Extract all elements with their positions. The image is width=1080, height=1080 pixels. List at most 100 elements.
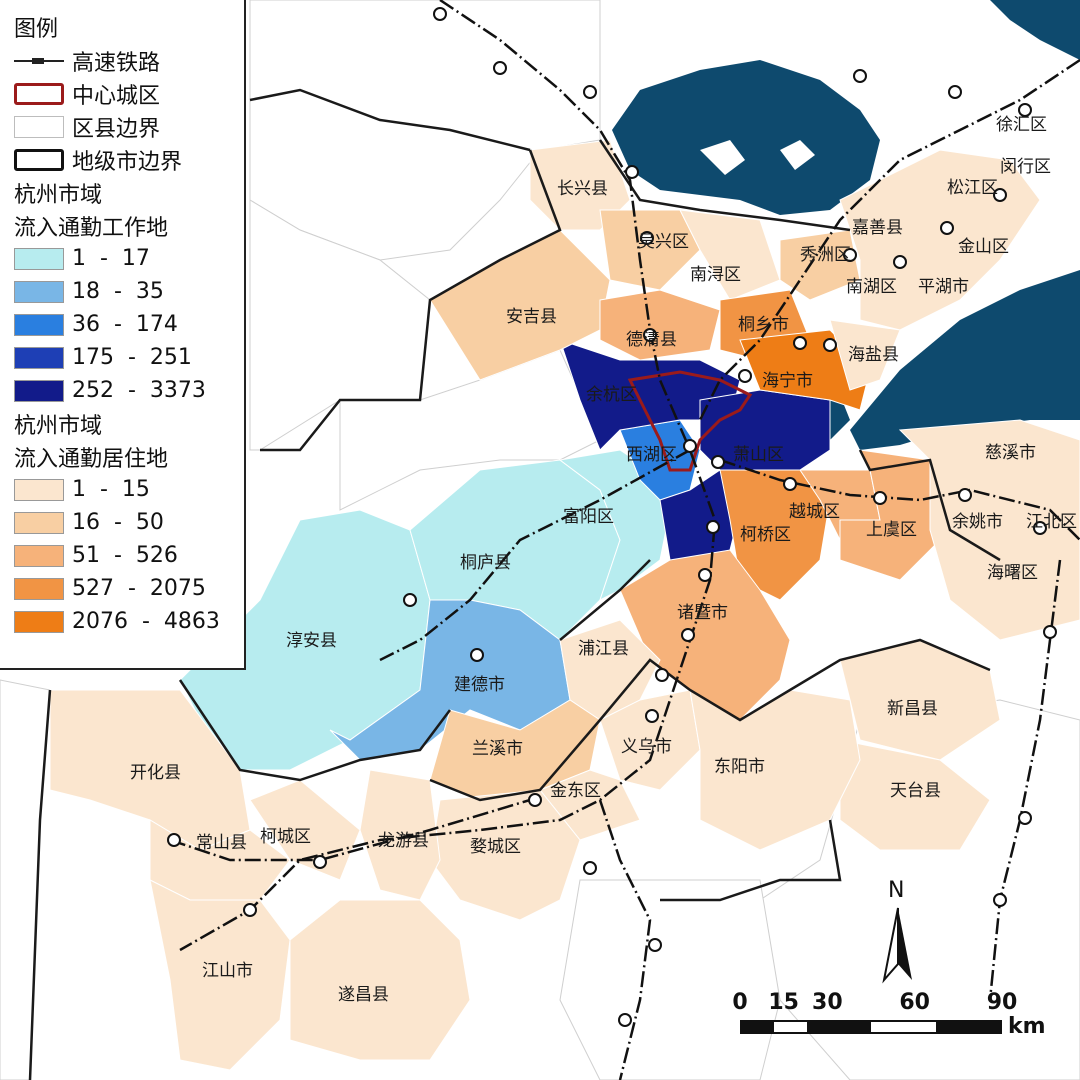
home-swatch-icon — [14, 478, 64, 501]
label-tongxiang: 桐乡市 — [738, 315, 789, 335]
label-deqing: 德清县 — [626, 330, 677, 350]
place-labels: 徐汇区 闵行区 松江区 长兴县 嘉善县 吴兴区 秀洲区 金山区 南浔区 南湖区 … — [130, 115, 1077, 1005]
legend-rail-label: 高速铁路 — [72, 50, 161, 76]
label-yuecheng: 越城区 — [789, 502, 840, 522]
label-changshan: 常山县 — [196, 833, 247, 853]
area-jiande — [329, 599, 571, 761]
home-swatch-icon — [14, 511, 64, 534]
legend-item-rail: 高速铁路 — [14, 44, 244, 77]
label-wucheng: 婺城区 — [470, 837, 521, 857]
label-jiande: 建德市 — [454, 675, 505, 695]
work-class-3: 175 - 251 — [14, 341, 244, 374]
hangzhou-bay — [850, 270, 1080, 450]
label-fuyang: 富阳区 — [563, 507, 614, 527]
high-speed-railways — [169, 0, 1080, 1080]
county-boundary-symbol-icon — [14, 115, 64, 138]
taihu-lake-islands — [700, 140, 815, 175]
label-changxing: 长兴县 — [557, 179, 608, 199]
home-swatch-icon — [14, 544, 64, 567]
legend-city-label: 地级市边界 — [72, 149, 183, 175]
label-yiwu: 义乌市 — [621, 737, 672, 757]
area-jiaxing-east — [839, 149, 1041, 331]
label-xiaoshan: 萧山区 — [733, 445, 784, 465]
work-swatch-icon — [14, 346, 64, 369]
label-tonglu: 桐庐县 — [460, 553, 511, 573]
legend-work-classes: 1 - 17 18 - 35 36 - 174 175 - 251 252 - 3373 — [14, 242, 244, 407]
label-kaihua: 开化县 — [130, 763, 181, 783]
railway-stations — [167, 7, 1057, 1027]
legend-home-classes: 1 - 15 16 - 50 51 - 526 527 - 2075 2076 - 48… — [14, 473, 244, 638]
work-class-label: 175 - 251 — [72, 345, 192, 370]
home-districts — [49, 139, 1080, 1071]
label-suichang: 遂昌县 — [338, 985, 389, 1005]
label-xuhui: 徐汇区 — [996, 115, 1047, 135]
label-haining: 海宁市 — [762, 371, 813, 391]
home-swatch-icon — [14, 610, 64, 633]
label-anji: 安吉县 — [506, 307, 557, 327]
north-arrow-icon — [882, 907, 912, 984]
label-lanxi: 兰溪市 — [472, 739, 523, 759]
home-class-label: 16 - 50 — [72, 510, 164, 535]
work-swatch-icon — [14, 379, 64, 402]
scale-bar-graphic — [740, 1020, 1002, 1034]
home-class-3: 527 - 2075 — [14, 572, 244, 605]
work-class-1: 18 - 35 — [14, 275, 244, 308]
legend-work-title-2: 流入通勤工作地 — [14, 215, 169, 241]
label-jindong: 金东区 — [550, 781, 601, 801]
label-songjiang: 松江区 — [947, 178, 998, 198]
city-boundary-symbol-icon — [14, 148, 64, 171]
work-class-2: 36 - 174 — [14, 308, 244, 341]
label-yuhang: 余杭区 — [586, 385, 637, 405]
scale-unit: km — [1008, 1014, 1046, 1039]
label-tiantai: 天台县 — [890, 781, 941, 801]
label-zhuji: 诸暨市 — [677, 603, 728, 623]
legend-item-county: 区县边界 — [14, 110, 244, 143]
scale-tick-label: 90 — [986, 990, 1018, 1015]
label-pujiang: 浦江县 — [578, 639, 629, 659]
core-boundary-symbol-icon — [14, 82, 64, 105]
home-class-label: 1 - 15 — [72, 477, 150, 502]
north-label: N — [888, 878, 905, 903]
label-nanxun: 南浔区 — [690, 265, 741, 285]
label-dongyang: 东阳市 — [714, 757, 765, 777]
area-wuxing — [599, 209, 701, 291]
area-nanxun — [679, 209, 781, 301]
work-districts — [179, 339, 831, 771]
legend-work-title-1: 杭州市域 — [14, 182, 103, 208]
area-xiuzhou — [779, 229, 861, 301]
area-cixi-yuyao — [898, 419, 1080, 641]
rail-symbol-icon — [14, 50, 68, 72]
scale-tick-label: 0 — [732, 990, 748, 1015]
label-longyou: 龙游县 — [378, 831, 429, 851]
legend-item-core: 中心城区 — [14, 77, 244, 110]
area-suichang — [289, 899, 471, 1061]
label-pinghu: 平湖市 — [918, 277, 969, 297]
work-swatch-icon — [14, 313, 64, 336]
legend-home-title-2: 流入通勤居住地 — [14, 446, 169, 472]
work-class-label: 1 - 17 — [72, 246, 150, 271]
label-jinshan: 金山区 — [958, 237, 1009, 257]
home-class-label: 2076 - 4863 — [72, 609, 220, 634]
home-class-4: 2076 - 4863 — [14, 605, 244, 638]
legend-item-city: 地级市边界 — [14, 143, 244, 176]
label-jiangshan: 江山市 — [202, 961, 253, 981]
area-deqing — [599, 289, 721, 361]
work-class-4: 252 - 3373 — [14, 374, 244, 407]
label-chunan: 淳安县 — [286, 631, 337, 651]
core-urban-boundary — [627, 370, 753, 472]
home-class-0: 1 - 15 — [14, 473, 244, 506]
label-keqiao: 柯桥区 — [740, 525, 791, 545]
taihu-lake — [612, 60, 880, 215]
area-tiantai — [839, 739, 991, 851]
area-haining — [739, 329, 871, 411]
label-cixi: 慈溪市 — [985, 443, 1036, 463]
northeast-sea — [990, 0, 1080, 60]
label-haiyan: 海盐县 — [848, 345, 899, 365]
home-class-label: 527 - 2075 — [72, 576, 206, 601]
home-class-2: 51 - 526 — [14, 539, 244, 572]
scale-tick-label: 60 — [899, 990, 930, 1015]
work-class-0: 1 - 17 — [14, 242, 244, 275]
label-jiashan: 嘉善县 — [852, 218, 903, 238]
